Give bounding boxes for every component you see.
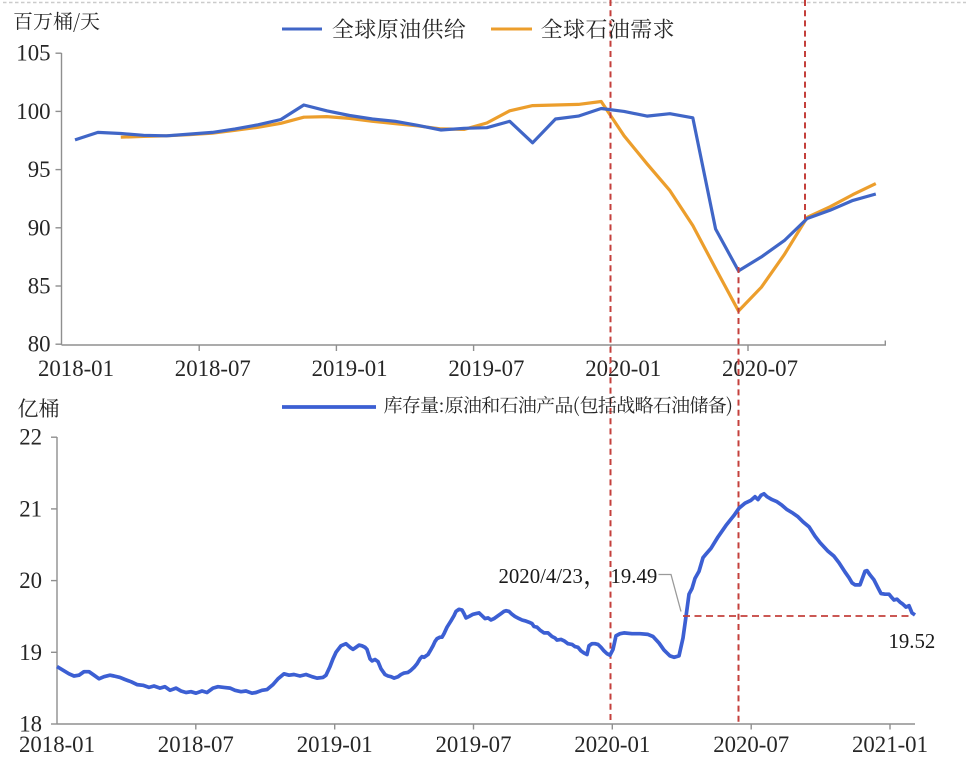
svg-text:2018-07: 2018-07	[175, 356, 251, 381]
svg-text:19: 19	[19, 640, 42, 665]
svg-text:100: 100	[16, 99, 50, 124]
svg-text:18: 18	[19, 712, 42, 737]
svg-text:2019-07: 2019-07	[436, 732, 512, 757]
svg-text:2020-07: 2020-07	[713, 732, 789, 757]
svg-text:2020-01: 2020-01	[585, 356, 661, 381]
svg-text:95: 95	[28, 157, 51, 182]
svg-text:85: 85	[28, 274, 51, 299]
svg-text:22: 22	[19, 425, 42, 450]
svg-text:2020-07: 2020-07	[722, 356, 798, 381]
svg-text:80: 80	[28, 332, 51, 357]
svg-text:2020/4/23: 2020/4/23	[499, 565, 583, 588]
svg-text:19.52: 19.52	[889, 630, 936, 653]
svg-text:19.49: 19.49	[611, 565, 658, 588]
svg-text:2018-01: 2018-01	[19, 732, 95, 757]
svg-text:2019-01: 2019-01	[312, 356, 388, 381]
svg-text:2018-01: 2018-01	[38, 356, 114, 381]
svg-text:105: 105	[16, 41, 50, 66]
svg-text:2019-07: 2019-07	[448, 356, 524, 381]
svg-text:2018-07: 2018-07	[158, 732, 234, 757]
svg-text:90: 90	[28, 215, 51, 240]
svg-text:2020-01: 2020-01	[574, 732, 650, 757]
svg-text:2021-01: 2021-01	[852, 732, 928, 757]
svg-text:20: 20	[19, 568, 42, 593]
svg-text:21: 21	[19, 496, 42, 521]
svg-text:2019-01: 2019-01	[297, 732, 373, 757]
